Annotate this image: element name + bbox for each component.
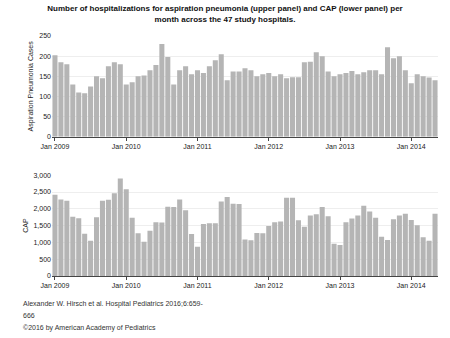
svg-text:Number of hospitalizations for: Number of hospitalizations for aspiratio… xyxy=(47,4,402,23)
svg-text:100: 100 xyxy=(39,93,51,100)
svg-text:500: 500 xyxy=(39,256,51,263)
svg-text:200: 200 xyxy=(39,53,51,60)
svg-text:CAP: CAP xyxy=(22,218,29,233)
svg-text:Jan 2010: Jan 2010 xyxy=(112,143,141,150)
svg-text:Aspiration Pneumonia Cases: Aspiration Pneumonia Cases xyxy=(27,41,35,132)
svg-text:Jan 2011: Jan 2011 xyxy=(183,143,211,150)
svg-text:2,000: 2,000 xyxy=(33,205,51,212)
svg-text:Jan 2010: Jan 2010 xyxy=(112,282,141,289)
svg-text:250: 250 xyxy=(39,32,51,39)
svg-text:0: 0 xyxy=(47,133,51,140)
svg-text:Jan 2013: Jan 2013 xyxy=(326,282,355,289)
svg-text:3,000: 3,000 xyxy=(33,172,51,179)
svg-text:Jan 2011: Jan 2011 xyxy=(183,282,211,289)
svg-text:0: 0 xyxy=(47,272,51,279)
svg-text:50: 50 xyxy=(43,113,51,120)
svg-text:Alexander W. Hirsch et al. Hos: Alexander W. Hirsch et al. Hospital Pedi… xyxy=(23,300,203,308)
svg-text:666: 666 xyxy=(23,312,35,319)
svg-text:Jan 2014: Jan 2014 xyxy=(397,282,426,289)
svg-text:Jan 2012: Jan 2012 xyxy=(254,143,283,150)
svg-text:1,000: 1,000 xyxy=(33,239,51,246)
svg-text:2,500: 2,500 xyxy=(33,188,51,195)
svg-text:©2016 by American Academy of P: ©2016 by American Academy of Pediatrics xyxy=(23,324,156,332)
svg-text:Jan 2009: Jan 2009 xyxy=(41,143,70,150)
svg-text:Jan 2012: Jan 2012 xyxy=(254,282,283,289)
svg-text:Jan 2013: Jan 2013 xyxy=(326,143,355,150)
svg-text:150: 150 xyxy=(39,73,51,80)
svg-text:Jan 2014: Jan 2014 xyxy=(397,143,426,150)
svg-text:1,500: 1,500 xyxy=(33,222,51,229)
svg-text:Jan 2009: Jan 2009 xyxy=(41,282,70,289)
